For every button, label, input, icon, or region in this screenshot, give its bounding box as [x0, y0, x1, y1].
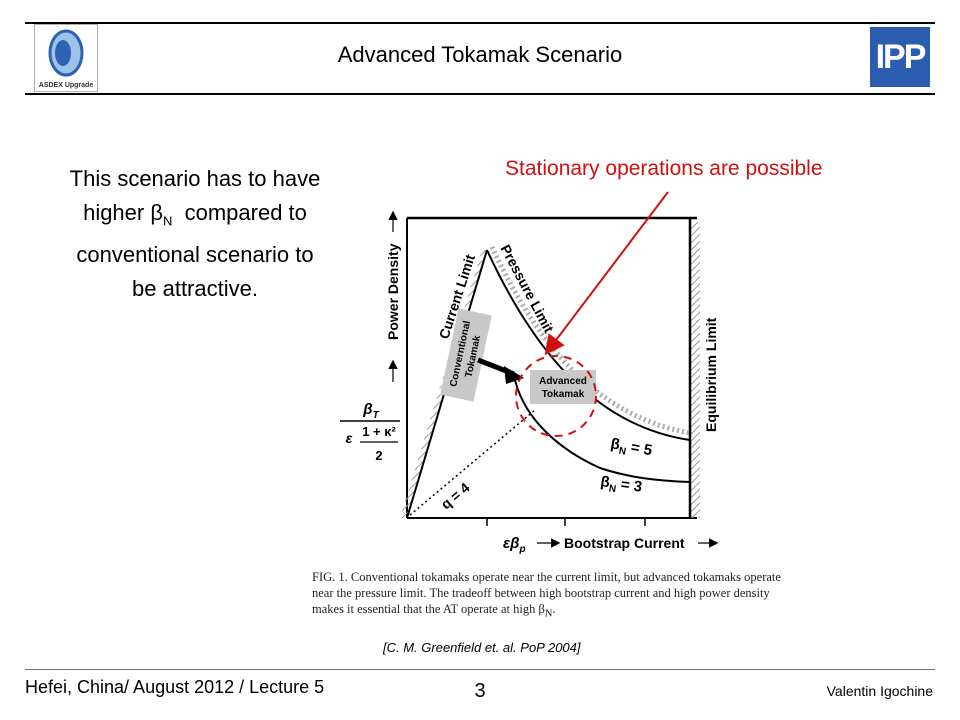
bootstrap-current-label: Bootstrap Current	[564, 535, 685, 551]
footer-author: Valentin Igochine	[826, 683, 933, 699]
footer-event: Hefei, China/ August 2012 / Lecture 5	[25, 677, 325, 697]
figure-caption-text: FIG. 1. Conventional tokamaks operate ne…	[312, 570, 781, 616]
header-rule	[25, 93, 935, 95]
callout-arrow	[544, 191, 669, 356]
x-axis-epsilon-beta: εβp	[503, 535, 526, 555]
power-density-label: Power Density	[385, 243, 401, 340]
x-axis-epsilon-beta-symbol: εβ	[503, 535, 520, 552]
equilibrium-limit-label: Equilibrium Limit	[703, 317, 719, 432]
asdex-logo: ASDEX Upgrade	[34, 24, 98, 92]
stationary-region-circle	[515, 355, 597, 437]
asdex-logo-graphic	[48, 29, 84, 77]
advanced-tokamak-line1: Advanced	[539, 376, 587, 387]
figure-caption-subscript: N	[544, 608, 553, 620]
figure-caption-end: .	[552, 602, 556, 616]
beta-n-3-symbol: β	[599, 473, 610, 491]
figure-caption: FIG. 1. Conventional tokamaks operate ne…	[312, 569, 782, 623]
q-4-label: q = 4	[438, 479, 473, 512]
beta-n-3-label: βN = 3	[599, 473, 643, 499]
beta-n-3-subscript: N	[608, 483, 617, 495]
description-line-2-post: compared to	[172, 200, 307, 225]
y-ratio-beta: βT	[362, 401, 379, 421]
y-ratio-beta-symbol: β	[362, 401, 372, 418]
y-ratio-epsilon: ε	[346, 430, 353, 446]
ipp-logo: IPP	[870, 27, 930, 87]
stationary-callout: Stationary operations are possible	[505, 157, 823, 180]
advanced-tokamak-bg	[530, 370, 596, 404]
beta-n-5-subscript: N	[618, 446, 627, 458]
asdex-logo-caption: ASDEX Upgrade	[38, 82, 94, 89]
x-axis-epsilon-beta-subscript: p	[519, 544, 526, 555]
scenario-description: This scenario has to have higher βN comp…	[30, 162, 360, 306]
beta-n-5-value: = 5	[625, 438, 653, 459]
conventional-tokamak-bg	[440, 308, 492, 402]
y-ratio-beta-subscript: T	[373, 410, 380, 421]
description-line-2-pre: higher β	[83, 200, 163, 225]
description-line-2: higher βN compared to	[30, 196, 360, 238]
beta-n-subscript: N	[163, 213, 173, 229]
footer-rule	[25, 669, 935, 670]
tokamak-operating-diagram: Converntional Tokamak Advanced Tokamak C…	[340, 191, 719, 555]
description-line-3: conventional scenario to	[76, 242, 314, 268]
description-line-1: This scenario has to have	[69, 166, 321, 191]
citation: [C. M. Greenfield et. al. PoP 2004]	[383, 640, 581, 655]
beta-n-3-value: = 3	[616, 475, 644, 495]
beta-n-5-label: βN = 5	[609, 435, 654, 462]
beta-n-3-curve	[514, 379, 691, 483]
top-rule	[25, 22, 935, 24]
y-ratio-denominator: 2	[375, 448, 382, 463]
advanced-tokamak-line2: Tokamak	[542, 389, 585, 400]
page-title: Advanced Tokamak Scenario	[337, 42, 623, 67]
equilibrium-hatch	[690, 222, 700, 518]
description-line-4: be attractive.	[132, 276, 258, 302]
page-number: 3	[474, 680, 486, 702]
q-4-line	[409, 409, 536, 516]
beta-n-5-symbol: β	[609, 435, 621, 453]
y-ratio-kappa: 1 + κ²	[362, 424, 396, 439]
